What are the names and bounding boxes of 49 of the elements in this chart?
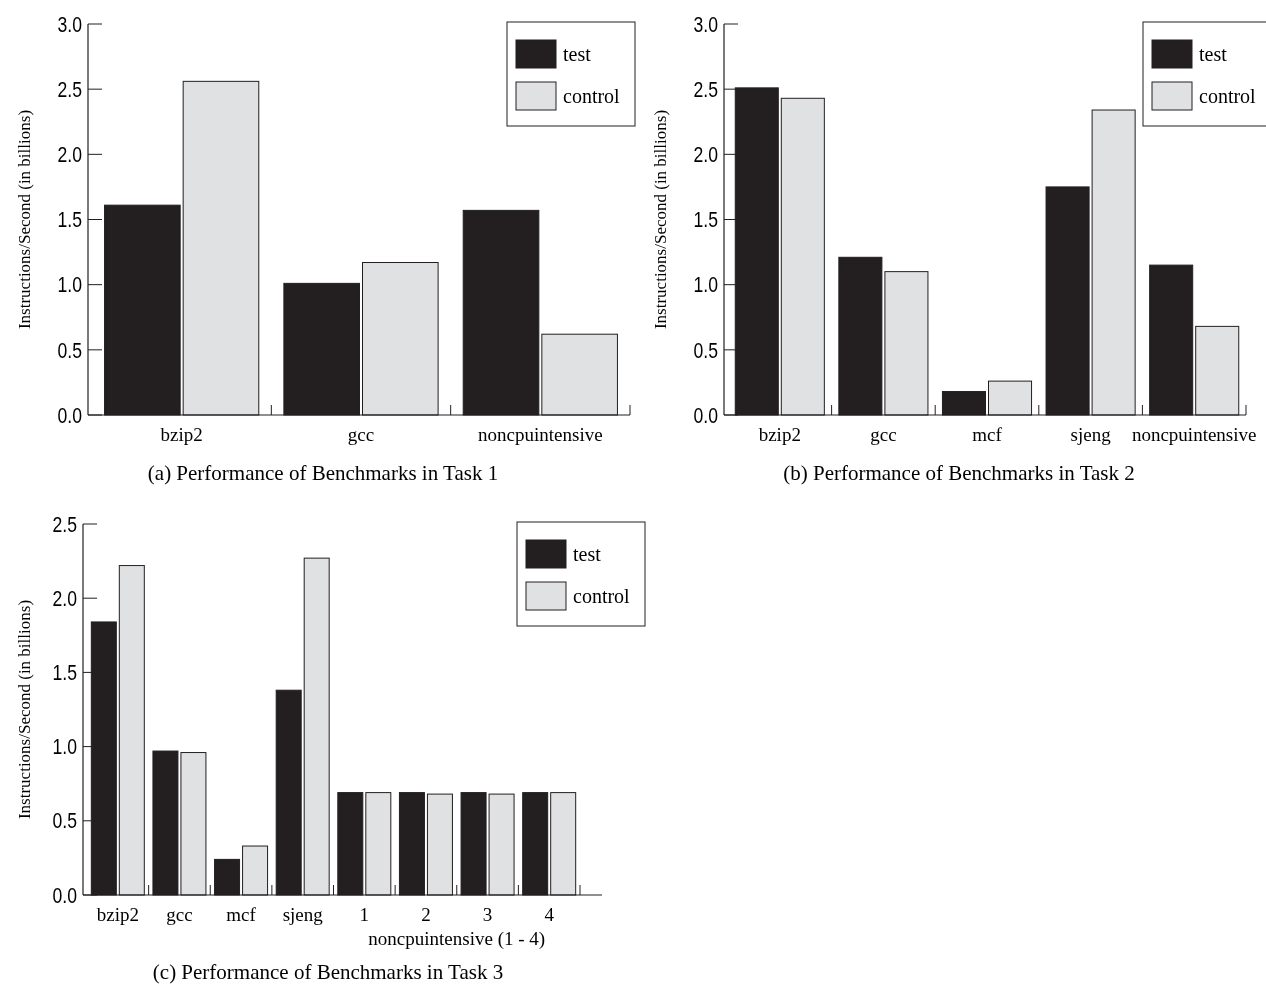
y-tick-label: 1.5 <box>57 207 82 232</box>
x-tick-label: bzip2 <box>96 904 139 925</box>
y-tick-label: 0.5 <box>52 808 77 833</box>
y-tick-label: 0.0 <box>52 882 77 908</box>
x-tick-label: gcc <box>166 904 193 925</box>
x-tick-label: bzip2 <box>160 424 203 445</box>
legend-label: control <box>1199 85 1257 107</box>
y-tick-label: 1.5 <box>52 660 77 685</box>
y-tick-label: 0.5 <box>693 337 718 362</box>
x-tick-label: bzip2 <box>758 424 801 445</box>
x-tick-label: sjeng <box>282 904 324 925</box>
x-tick-label: 4 <box>544 904 555 925</box>
legend-label: test <box>1199 43 1228 65</box>
x-tick-label: sjeng <box>1070 424 1112 445</box>
legend-label: test <box>573 543 602 565</box>
text: (b) Performance of Benchmarks in Task 2 <box>783 461 1135 485</box>
x-tick-label: 1 <box>359 904 370 925</box>
y-tick-label: 1.5 <box>693 207 718 232</box>
x-axis-title: noncpuintensive (1 - 4) <box>368 928 546 950</box>
y-tick-label: 2.5 <box>57 76 82 102</box>
x-tick-label: mcf <box>226 904 257 925</box>
x-tick-label: noncpuintensive <box>478 424 603 445</box>
text: (c) Performance of Benchmarks in Task 3 <box>152 960 504 984</box>
y-tick-label: 2.0 <box>693 142 718 167</box>
y-tick-label: 2.0 <box>52 586 77 611</box>
x-tick-label: mcf <box>972 424 1003 445</box>
text: (a) Performance of Benchmarks in Task 1 <box>147 461 499 485</box>
y-axis-title: Instructions/Second (in billions) <box>15 109 34 330</box>
x-tick-label: gcc <box>870 424 897 445</box>
x-tick-label: 3 <box>482 904 493 925</box>
y-tick-label: 3.0 <box>693 11 718 37</box>
x-tick-label: noncpuintensive <box>1131 424 1257 445</box>
legend-label: control <box>573 585 631 607</box>
y-tick-label: 1.0 <box>57 272 82 297</box>
y-tick-label: 2.0 <box>57 142 82 167</box>
y-tick-label: 0.5 <box>57 337 82 362</box>
y-axis-title: Instructions/Second (in billions) <box>651 109 670 330</box>
y-tick-label: 0.0 <box>57 402 82 428</box>
y-tick-label: 0.0 <box>693 402 718 428</box>
legend-label: control <box>563 85 621 107</box>
y-tick-label: 2.5 <box>693 76 718 102</box>
x-tick-label: 2 <box>421 904 431 925</box>
y-tick-label: 1.0 <box>693 272 718 297</box>
y-tick-label: 1.0 <box>52 734 77 759</box>
x-tick-label: gcc <box>347 424 375 445</box>
y-tick-label: 2.5 <box>52 511 77 537</box>
legend-label: test <box>563 43 592 65</box>
y-tick-label: 3.0 <box>57 11 82 37</box>
y-axis-title: Instructions/Second (in billions) <box>15 599 34 820</box>
